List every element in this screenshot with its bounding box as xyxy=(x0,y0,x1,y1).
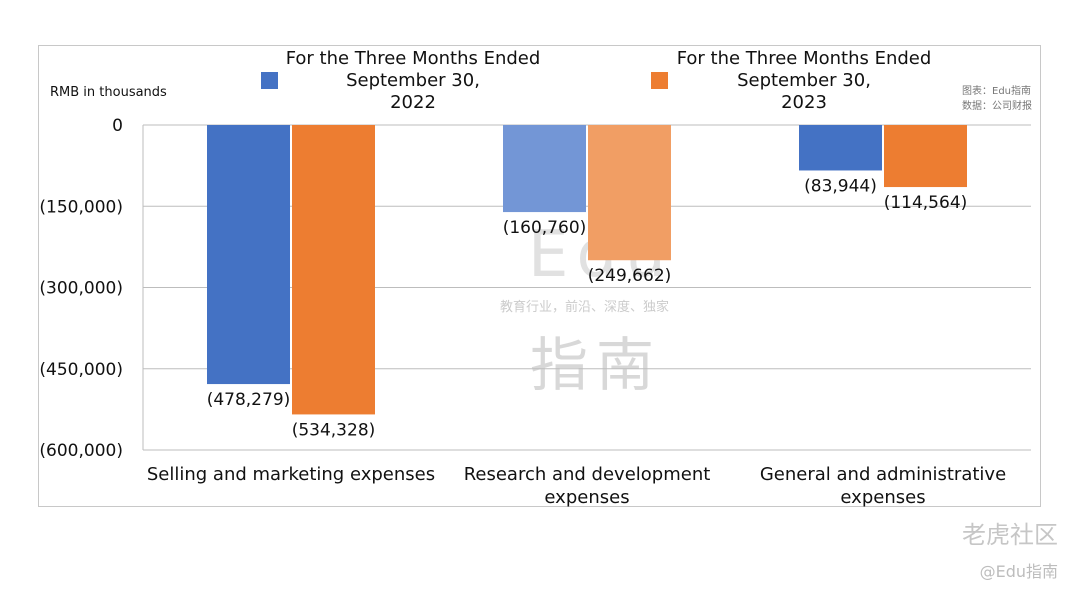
data-label: (83,944) xyxy=(804,176,877,196)
chart-credit: 图表：Edu指南 数据：公司财报 xyxy=(962,84,1032,114)
bar xyxy=(503,125,586,213)
legend-swatch-2023 xyxy=(651,72,668,89)
data-label: (160,760) xyxy=(503,218,587,238)
y-tick-label: 0 xyxy=(112,116,123,136)
x-tick-label: expenses xyxy=(544,487,629,508)
x-tick-label: expenses xyxy=(840,487,925,508)
y-tick-label: (150,000) xyxy=(39,197,123,217)
credit-data-source: 数据：公司财报 xyxy=(962,101,1032,112)
y-tick-label: (300,000) xyxy=(39,279,123,299)
legend-label-2023: For the Three Months Ended September 30,… xyxy=(676,48,932,113)
x-tick-label: Selling and marketing expenses xyxy=(147,464,435,485)
legend-swatch-2022 xyxy=(261,72,278,89)
data-label: (249,662) xyxy=(588,266,672,286)
footer-handle: @Edu指南 xyxy=(979,562,1058,581)
bar xyxy=(799,125,882,171)
bar xyxy=(207,125,290,385)
watermark-tagline: 教育行业，前沿、深度、独家 xyxy=(500,300,670,315)
credit-chart-source: 图表：Edu指南 xyxy=(962,86,1032,97)
data-label: (478,279) xyxy=(207,390,291,410)
bar xyxy=(588,125,671,261)
bar xyxy=(884,125,967,188)
y-tick-label: (450,000) xyxy=(39,360,123,380)
data-label: (114,564) xyxy=(884,193,968,213)
chart-frame xyxy=(38,45,1041,507)
y-axis-unit-label: RMB in thousands xyxy=(50,85,167,100)
legend-label-2022: For the Three Months Ended September 30,… xyxy=(285,48,541,113)
footer-logo: 老虎社区 xyxy=(962,521,1058,549)
watermark-name: 指南 xyxy=(530,331,663,399)
data-label: (534,328) xyxy=(292,420,376,440)
bar xyxy=(292,125,375,415)
y-tick-label: (600,000) xyxy=(39,441,123,461)
x-tick-label: Research and development xyxy=(464,464,711,485)
x-tick-label: General and administrative xyxy=(760,464,1006,485)
